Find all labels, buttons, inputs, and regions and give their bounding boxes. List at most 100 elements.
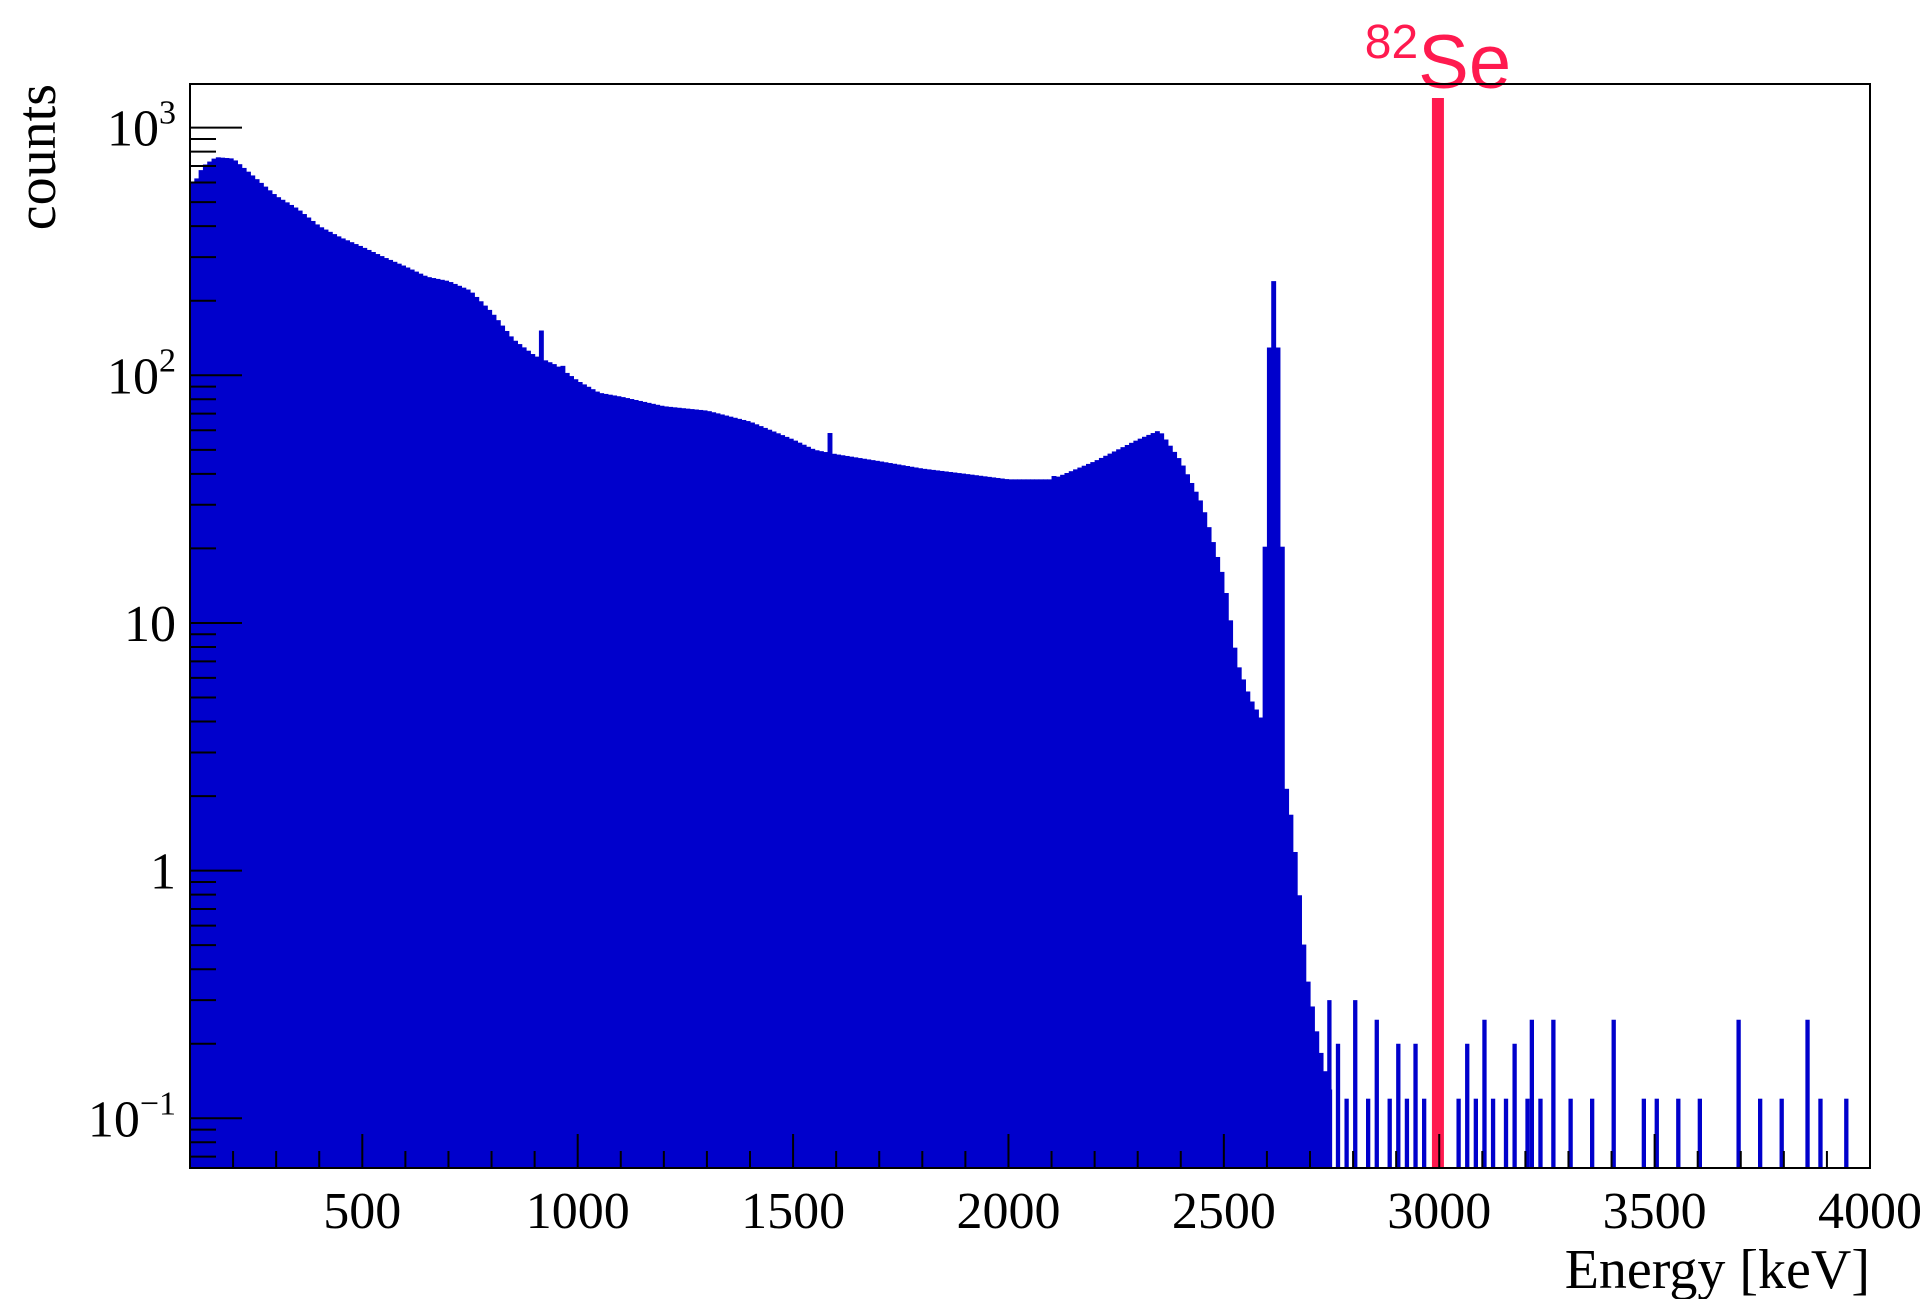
histogram-bin — [663, 406, 669, 1168]
histogram-bin — [461, 287, 467, 1168]
histogram-bin — [1116, 449, 1122, 1168]
histogram-bin — [926, 469, 932, 1168]
histogram-bin — [314, 224, 320, 1168]
histogram-bin — [215, 157, 221, 1168]
histogram-bin — [336, 236, 342, 1168]
histogram-bin — [547, 362, 553, 1169]
histogram-bin — [233, 160, 238, 1168]
histogram-bin — [1154, 431, 1160, 1168]
histogram-bin — [517, 344, 523, 1168]
histogram-bin — [345, 240, 350, 1168]
histogram-bin — [775, 433, 781, 1168]
histogram-bin — [1676, 1098, 1681, 1168]
y-tick-label: 10 — [124, 596, 176, 653]
histogram-bin — [1176, 458, 1182, 1169]
histogram-bin — [1736, 1019, 1741, 1168]
q-value-marker: 82Se — [1365, 16, 1511, 1168]
histogram-bin — [1288, 814, 1294, 1168]
histogram-bin — [1228, 620, 1234, 1168]
histogram-bin — [754, 424, 760, 1168]
histogram-bin — [909, 466, 915, 1168]
histogram-bin — [538, 330, 544, 1168]
histogram-bin — [732, 417, 738, 1168]
histogram-bin — [685, 408, 691, 1168]
histogram-bin — [1103, 455, 1109, 1168]
histogram-bin — [943, 471, 949, 1169]
histogram-bin — [607, 394, 613, 1168]
histogram-bin — [737, 418, 742, 1168]
y-axis-label: counts — [6, 84, 68, 230]
histogram-bin — [1271, 281, 1277, 1168]
histogram-bin — [1185, 474, 1190, 1168]
histogram-bin — [263, 186, 269, 1169]
histogram-bin — [706, 411, 712, 1168]
histogram-bin — [956, 473, 962, 1168]
histogram-bin — [1404, 1098, 1410, 1168]
histogram-bin — [202, 164, 208, 1168]
histogram-bin — [1512, 1043, 1517, 1168]
histogram-bin — [228, 158, 234, 1168]
histogram-bin — [594, 391, 600, 1168]
histogram-bin — [905, 466, 910, 1168]
histogram-bin — [224, 158, 230, 1168]
x-tick-label: 2500 — [1172, 1183, 1276, 1240]
histogram-bin — [930, 469, 936, 1168]
histogram-bin — [1206, 527, 1212, 1168]
histogram-bin — [978, 475, 984, 1168]
histogram-bin — [638, 400, 643, 1168]
histogram-bin — [1094, 460, 1100, 1169]
histogram-bin — [1068, 471, 1074, 1168]
x-axis-ticks — [232, 1134, 1871, 1168]
histogram-bin — [1180, 465, 1186, 1168]
histogram-bin — [1241, 679, 1246, 1168]
histogram-bin — [1396, 1043, 1401, 1168]
histogram-bin — [999, 478, 1005, 1168]
histogram-bin — [388, 259, 394, 1168]
histogram-bin — [526, 350, 531, 1168]
histogram-bin — [508, 336, 514, 1168]
histogram-bin — [504, 330, 510, 1169]
histogram-bin — [728, 416, 734, 1168]
histogram-bin — [1146, 434, 1152, 1168]
histogram-bin — [280, 199, 286, 1168]
histogram-bin — [582, 384, 587, 1168]
histogram-bin — [1137, 438, 1143, 1168]
histogram-bin — [487, 309, 493, 1168]
histogram-bin — [1366, 1098, 1371, 1168]
histogram-bin — [1189, 482, 1195, 1169]
y-tick-label: 10−1 — [88, 1085, 176, 1148]
histogram-bin — [715, 413, 721, 1168]
histogram-bin — [530, 354, 536, 1168]
histogram-bin — [762, 427, 768, 1168]
histogram-bin — [806, 446, 811, 1168]
histogram-bin — [465, 289, 471, 1168]
histogram-bin — [1073, 469, 1078, 1168]
histogram-bin — [681, 408, 686, 1169]
histogram-bin — [310, 220, 316, 1169]
histogram-bin — [1172, 451, 1178, 1168]
histogram-bin — [1215, 556, 1221, 1168]
histogram-bin — [1344, 1098, 1349, 1168]
histogram-bin — [1219, 571, 1225, 1168]
histogram-bin — [250, 175, 256, 1168]
histogram-bars — [190, 157, 1849, 1169]
histogram-bin — [1318, 1052, 1324, 1168]
histogram-bin — [1034, 479, 1040, 1168]
histogram-bin — [543, 360, 549, 1169]
histogram-bin — [383, 258, 389, 1168]
histogram-bin — [396, 263, 402, 1168]
histogram-bin — [1590, 1098, 1595, 1168]
histogram-bin — [1503, 1098, 1509, 1168]
histogram-bin — [689, 409, 695, 1169]
histogram-bin — [392, 261, 398, 1168]
histogram-bin — [1202, 512, 1208, 1168]
histogram-bin — [521, 347, 527, 1168]
histogram-bin — [284, 202, 290, 1169]
histogram-bin — [1568, 1098, 1573, 1168]
histogram-bin — [1413, 1043, 1418, 1168]
histogram-bin — [586, 386, 592, 1168]
histogram-bin — [1249, 701, 1255, 1168]
histogram-bin — [366, 249, 372, 1168]
histogram-bin — [986, 476, 992, 1168]
